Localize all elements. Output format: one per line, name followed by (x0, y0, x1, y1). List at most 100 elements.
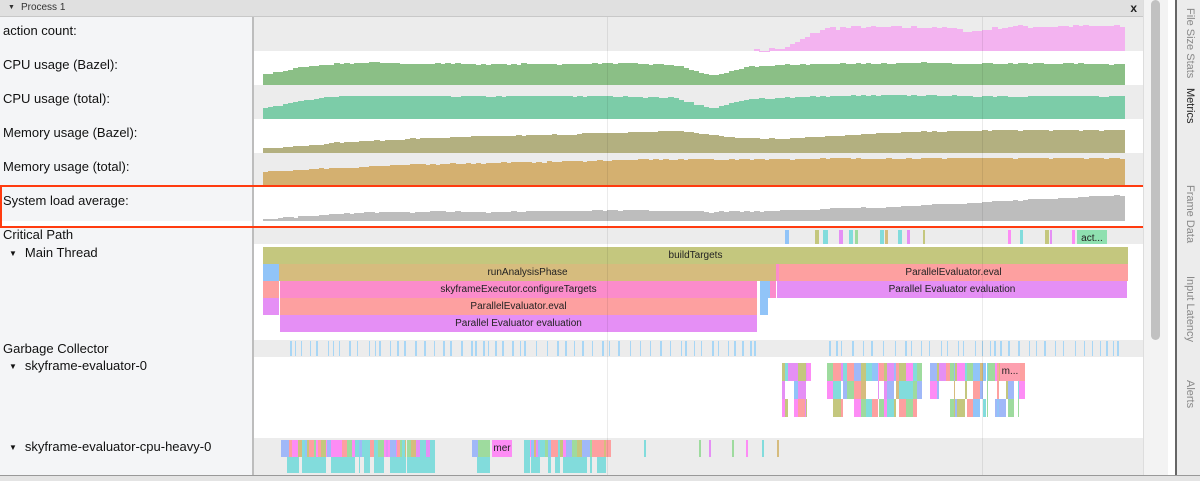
slice[interactable] (1071, 230, 1076, 244)
slice[interactable] (478, 457, 484, 473)
slice[interactable] (550, 440, 556, 457)
slice[interactable] (537, 457, 541, 473)
gc-slice[interactable] (300, 341, 303, 356)
slice[interactable] (805, 399, 807, 417)
slice[interactable] (359, 457, 361, 473)
slice[interactable] (793, 363, 798, 381)
slice[interactable] (534, 457, 537, 473)
slice[interactable] (536, 440, 538, 457)
label-divider[interactable] (252, 17, 254, 475)
slice[interactable] (335, 440, 338, 457)
slice[interactable] (846, 381, 854, 399)
slice[interactable] (582, 457, 587, 473)
gc-slice[interactable] (443, 341, 445, 356)
gc-slice[interactable] (618, 341, 620, 356)
slice[interactable] (898, 381, 907, 399)
slice[interactable] (383, 440, 387, 457)
slice[interactable] (298, 457, 300, 473)
gc-slice[interactable] (940, 341, 943, 356)
slice[interactable] (884, 230, 888, 244)
slice[interactable] (871, 399, 878, 417)
slice[interactable] (321, 440, 326, 457)
slice[interactable] (540, 440, 546, 457)
slice[interactable] (406, 440, 411, 457)
gc-slice[interactable] (660, 341, 662, 356)
slice[interactable] (860, 363, 866, 381)
slice[interactable] (577, 457, 583, 473)
slice[interactable] (359, 440, 361, 457)
slice[interactable] (346, 457, 353, 473)
slice[interactable] (797, 399, 806, 417)
slice[interactable] (797, 381, 806, 399)
slice[interactable] (823, 230, 828, 244)
slice[interactable] (529, 440, 532, 457)
slice[interactable] (848, 230, 853, 244)
gc-slice[interactable] (629, 341, 632, 356)
gc-slice[interactable] (475, 341, 477, 356)
slice[interactable] (425, 440, 431, 457)
slice[interactable] (972, 381, 980, 399)
slice[interactable] (954, 399, 958, 417)
slice[interactable] (871, 363, 878, 381)
gc-slice[interactable] (471, 341, 473, 356)
slice[interactable] (430, 440, 435, 457)
slice[interactable] (986, 399, 989, 417)
slice[interactable] (916, 381, 922, 399)
gc-slice[interactable] (349, 341, 351, 356)
slice[interactable] (986, 363, 989, 381)
slice[interactable] (793, 381, 798, 399)
gc-slice[interactable] (905, 341, 907, 356)
slice[interactable] (309, 457, 314, 473)
gc-slice[interactable] (546, 341, 549, 356)
gc-slice[interactable] (989, 341, 992, 356)
slice[interactable] (536, 457, 538, 473)
slice[interactable] (395, 440, 398, 457)
gc-slice[interactable] (742, 341, 744, 356)
slice[interactable] (317, 457, 322, 473)
slice[interactable] (983, 363, 987, 381)
slice[interactable] (545, 440, 549, 457)
slice[interactable] (814, 230, 819, 244)
slice[interactable] (746, 440, 748, 457)
slice[interactable] (936, 363, 939, 381)
expand-triangle-icon[interactable]: ▼ (9, 362, 17, 371)
slice[interactable] (887, 381, 895, 399)
gc-slice[interactable] (693, 341, 696, 356)
slice[interactable] (410, 440, 416, 457)
gc-slice[interactable] (1054, 341, 1057, 356)
slice[interactable] (827, 381, 834, 399)
slice[interactable] (591, 440, 597, 457)
slice[interactable] (930, 363, 937, 381)
gc-slice[interactable] (1000, 341, 1002, 356)
gc-slice[interactable] (829, 341, 831, 356)
slice[interactable] (979, 381, 984, 399)
slice[interactable] (957, 363, 966, 381)
gc-slice[interactable] (424, 341, 426, 356)
gc-slice[interactable] (852, 341, 854, 356)
slice[interactable] (330, 457, 336, 473)
slice[interactable] (582, 440, 587, 457)
slice[interactable] (883, 381, 888, 399)
slice[interactable] (352, 457, 355, 473)
process-header[interactable]: ▼ Process 1 x (0, 0, 1143, 17)
main-thread-label[interactable]: ▼ Main Thread (0, 244, 252, 340)
gc-slice[interactable] (524, 341, 526, 356)
slice[interactable] (988, 363, 995, 381)
slice[interactable] (878, 399, 884, 417)
slice[interactable] (589, 457, 592, 473)
slice[interactable] (923, 230, 926, 244)
gc-slice[interactable] (840, 341, 843, 356)
slice[interactable] (833, 363, 841, 381)
slice[interactable] (387, 440, 391, 457)
slice[interactable] (263, 281, 279, 298)
slice[interactable] (883, 363, 888, 381)
slice[interactable] (537, 440, 541, 457)
gc-slice[interactable] (602, 341, 604, 356)
gc-slice[interactable] (356, 341, 359, 356)
slice[interactable] (894, 399, 897, 417)
slice[interactable] (770, 281, 776, 298)
slice[interactable] (957, 399, 966, 417)
slice[interactable] (306, 457, 310, 473)
slice[interactable] (346, 440, 353, 457)
gc-slice[interactable] (1044, 341, 1046, 356)
